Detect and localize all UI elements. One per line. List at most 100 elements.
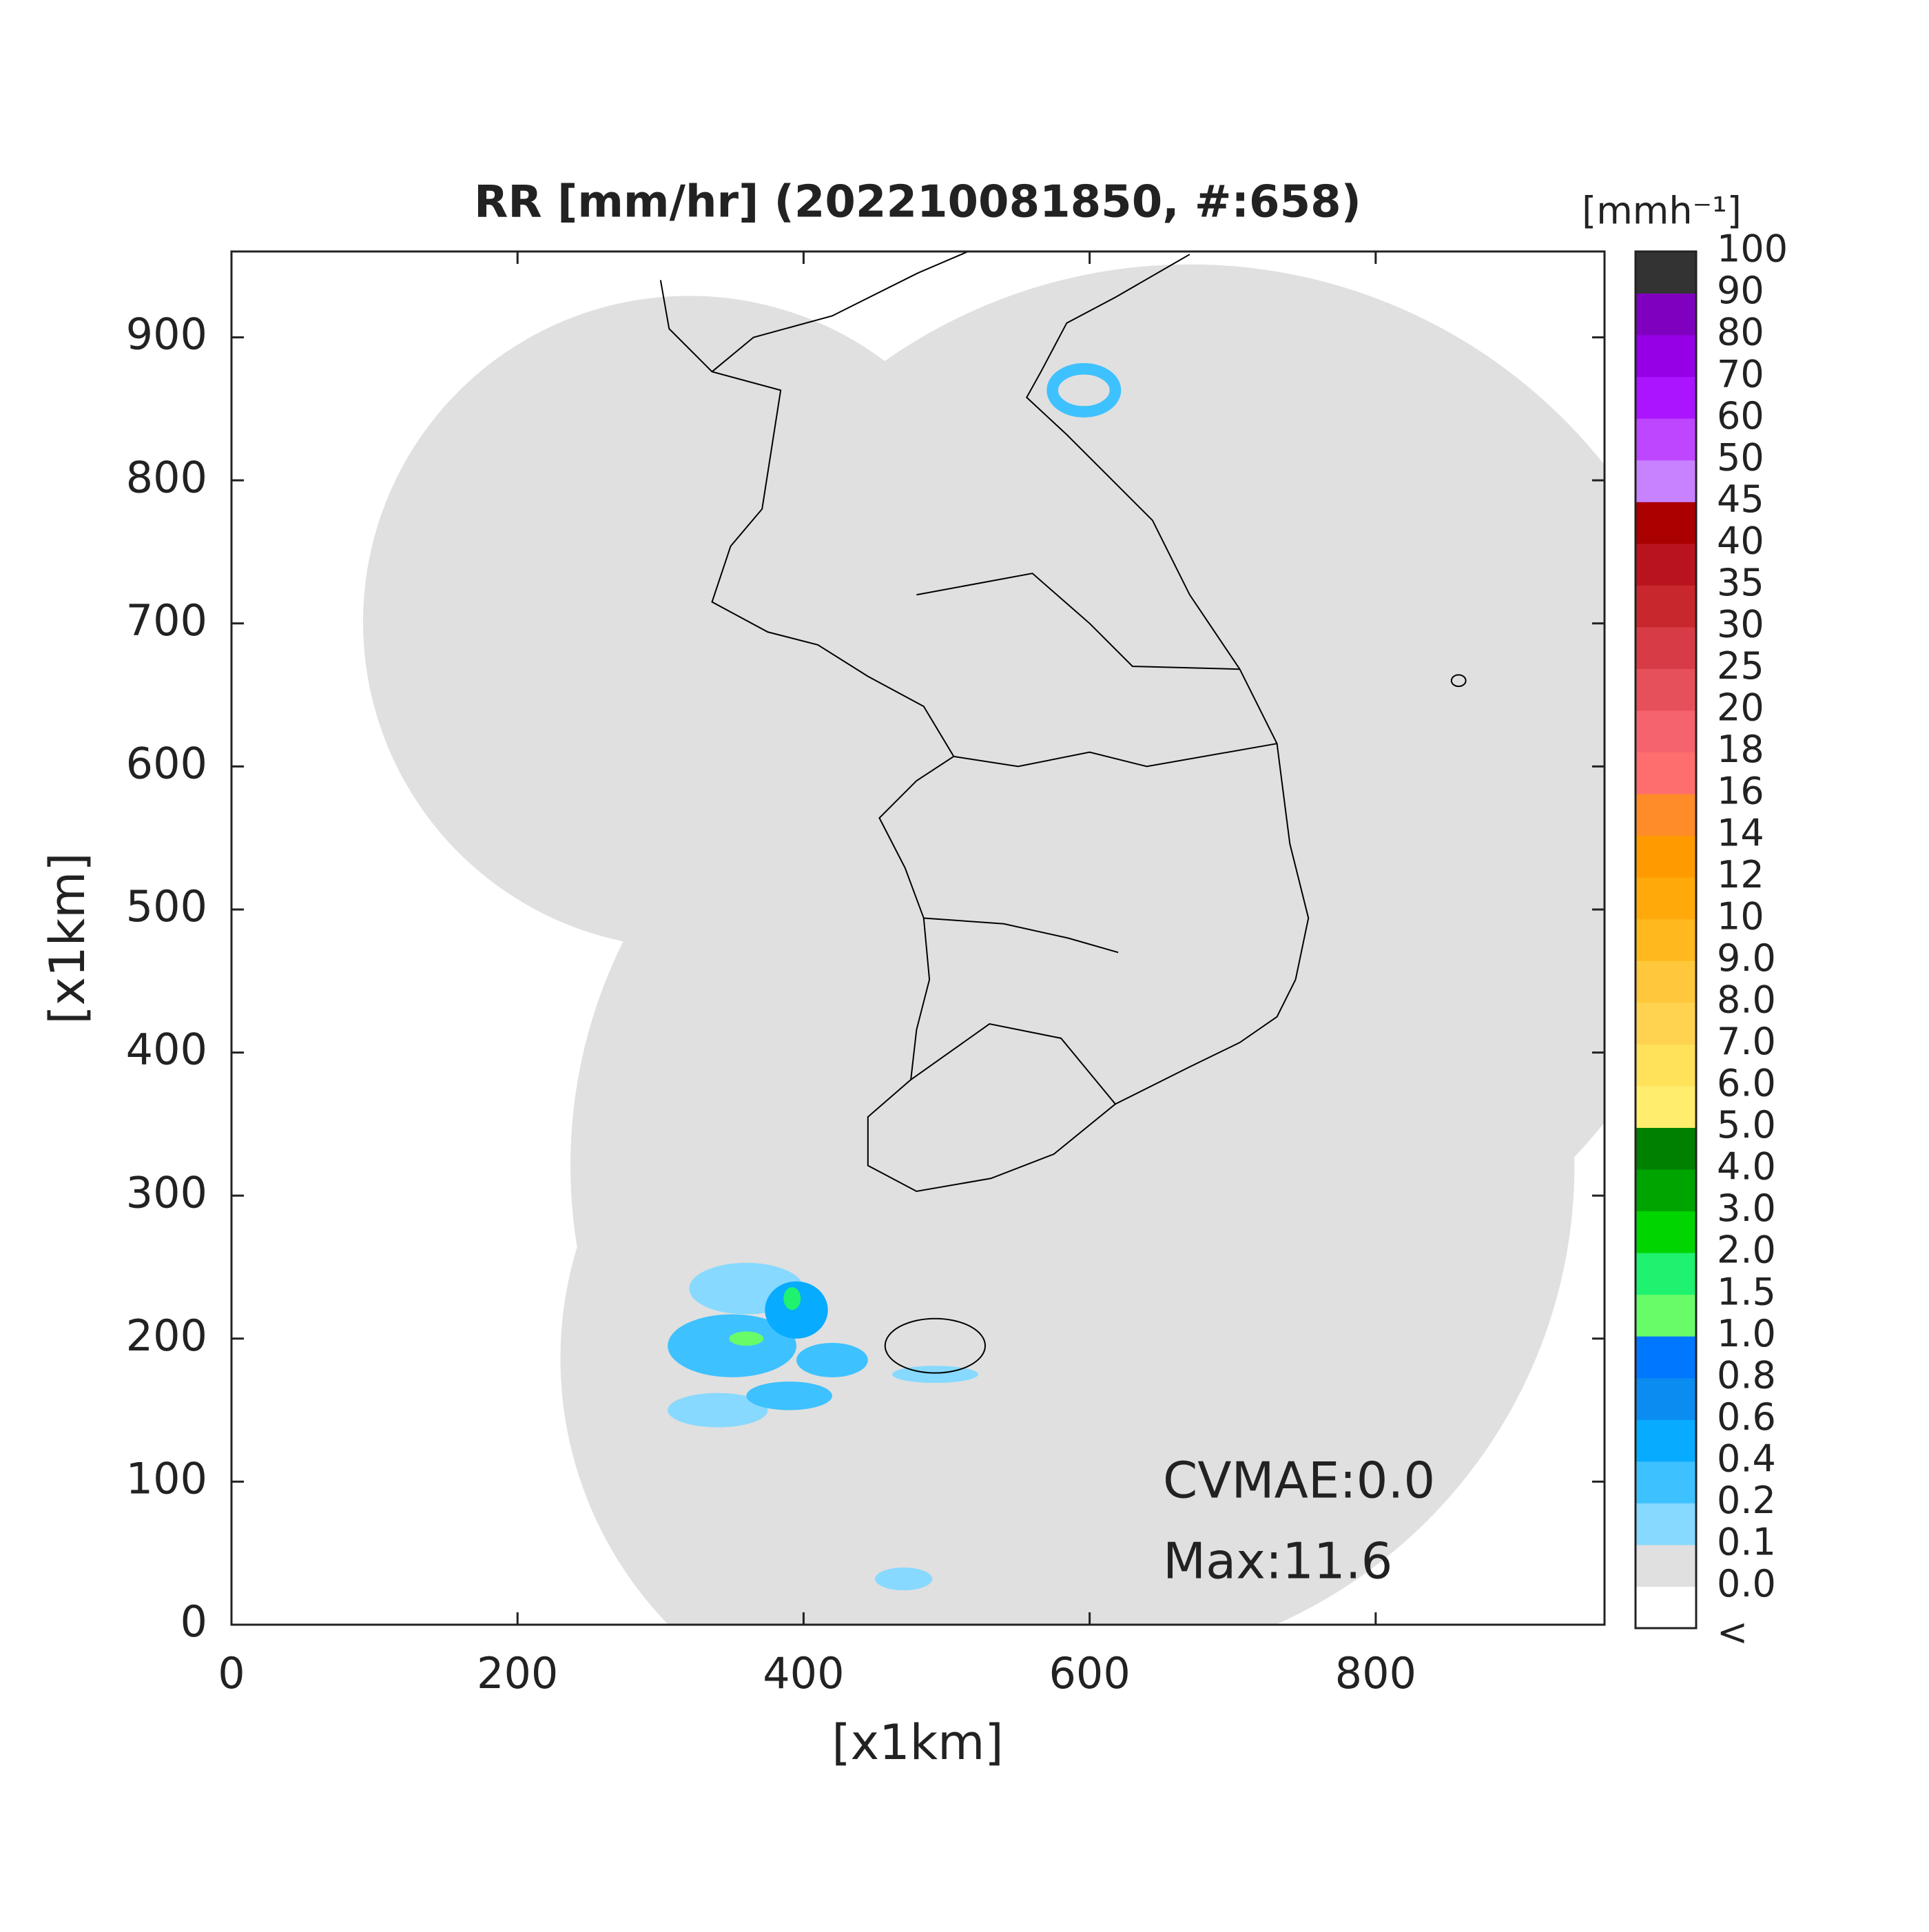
x-tick-label: 600 bbox=[1049, 1648, 1130, 1698]
y-tick-label: 300 bbox=[126, 1167, 207, 1217]
ulleung-island bbox=[1452, 675, 1466, 687]
rain-echo bbox=[668, 1393, 768, 1428]
colorbar-segment bbox=[1636, 1002, 1696, 1045]
colorbar-label: 0.6 bbox=[1717, 1395, 1776, 1439]
colorbar-segment bbox=[1636, 960, 1696, 1003]
y-tick-label: 500 bbox=[126, 881, 207, 932]
rain-echo bbox=[892, 1366, 978, 1384]
colorbar-label: 100 bbox=[1717, 227, 1788, 271]
x-tick-label: 800 bbox=[1335, 1648, 1416, 1698]
colorbar-label: 8.0 bbox=[1717, 978, 1776, 1021]
coverage-circle bbox=[560, 976, 1324, 1625]
rain-echo bbox=[729, 1331, 764, 1346]
rain-echo bbox=[875, 1567, 933, 1591]
y-tick-label: 0 bbox=[180, 1596, 207, 1647]
colorbar-title: [mmh⁻¹] bbox=[1582, 189, 1742, 233]
colorbar-segment bbox=[1636, 835, 1696, 878]
colorbar-label: 2.0 bbox=[1717, 1229, 1776, 1272]
coastline-path bbox=[661, 251, 1308, 1191]
colorbar-label: 3.0 bbox=[1717, 1186, 1776, 1230]
colorbar-segment bbox=[1636, 1169, 1696, 1212]
colorbar-segment bbox=[1636, 1544, 1696, 1587]
colorbar-segment bbox=[1636, 1253, 1696, 1295]
colorbar-label: 0.2 bbox=[1717, 1479, 1776, 1522]
x-tick-label: 0 bbox=[218, 1648, 245, 1698]
chart-title: RR [mm/hr] (202210081850, #:658) bbox=[474, 177, 1361, 228]
colorbar-label: 0.4 bbox=[1717, 1437, 1776, 1480]
coastline bbox=[661, 251, 1466, 1373]
colorbar-label: 40 bbox=[1717, 519, 1764, 562]
map-layer bbox=[362, 251, 1605, 1625]
colorbar-label: 4.0 bbox=[1717, 1145, 1776, 1189]
colorbar-label: 0.1 bbox=[1717, 1521, 1776, 1564]
rain-echo bbox=[765, 1281, 828, 1339]
colorbar-segment bbox=[1636, 1336, 1696, 1379]
colorbar-label: 1.0 bbox=[1717, 1312, 1776, 1355]
colorbar-segment bbox=[1636, 1127, 1696, 1170]
colorbar-segment bbox=[1636, 293, 1696, 336]
x-tick-label: 200 bbox=[477, 1648, 558, 1698]
colorbar-segment bbox=[1636, 543, 1696, 586]
coverage-circle bbox=[1025, 530, 1605, 1117]
colorbar-label: 16 bbox=[1717, 770, 1764, 813]
rain-echo bbox=[783, 1287, 801, 1311]
colorbar-segment bbox=[1636, 585, 1696, 628]
colorbar-segment bbox=[1636, 752, 1696, 794]
colorbar-label: 90 bbox=[1717, 269, 1764, 312]
radar-coverage bbox=[362, 264, 1605, 1625]
colorbar-segment bbox=[1636, 376, 1696, 419]
colorbar-label: 80 bbox=[1717, 311, 1764, 354]
colorbar-frame bbox=[1634, 250, 1698, 1630]
colorbar-label: 25 bbox=[1717, 644, 1764, 688]
colorbar-segment bbox=[1636, 251, 1696, 294]
colorbar-label: < bbox=[1717, 1611, 1748, 1654]
annotation: CVMAE:0.0 bbox=[1163, 1452, 1435, 1510]
rain-echo bbox=[746, 1381, 832, 1410]
province-border bbox=[911, 573, 1277, 1104]
rain-echo bbox=[668, 1314, 797, 1377]
rain-echo bbox=[796, 1343, 868, 1377]
x-axis-label: [x1km] bbox=[832, 1714, 1003, 1771]
colorbar-segment bbox=[1636, 710, 1696, 753]
colorbar-label: 10 bbox=[1717, 894, 1764, 938]
colorbar-segment bbox=[1636, 1586, 1696, 1629]
colorbar-label: 6.0 bbox=[1717, 1062, 1776, 1105]
colorbar-label: 0.0 bbox=[1717, 1562, 1776, 1605]
colorbar-segment bbox=[1636, 335, 1696, 378]
colorbar-segment bbox=[1636, 1503, 1696, 1545]
colorbar-segment bbox=[1636, 877, 1696, 920]
y-tick-label: 700 bbox=[126, 595, 207, 646]
colorbar-label: 0.8 bbox=[1717, 1353, 1776, 1397]
colorbar-label: 12 bbox=[1717, 853, 1764, 896]
colorbar-label: 18 bbox=[1717, 728, 1764, 771]
y-tick-label: 800 bbox=[126, 452, 207, 502]
colorbar-label: 9.0 bbox=[1717, 936, 1776, 980]
colorbar-label: 35 bbox=[1717, 561, 1764, 604]
colorbar-segment bbox=[1636, 1085, 1696, 1128]
colorbar-label: 7.0 bbox=[1717, 1020, 1776, 1063]
y-tick-label: 600 bbox=[126, 738, 207, 788]
colorbar-segment bbox=[1636, 626, 1696, 669]
colorbar-segment bbox=[1636, 1294, 1696, 1337]
colorbar-segment bbox=[1636, 668, 1696, 711]
colorbar-label: 50 bbox=[1717, 435, 1764, 479]
x-tick-label: 400 bbox=[763, 1648, 844, 1698]
colorbar-segment bbox=[1636, 918, 1696, 961]
colorbar-segment bbox=[1636, 1461, 1696, 1503]
colorbar-label: 30 bbox=[1717, 603, 1764, 646]
colorbar-segment bbox=[1636, 1419, 1696, 1462]
colorbar-label: 1.5 bbox=[1717, 1270, 1776, 1313]
colorbar-segment bbox=[1636, 794, 1696, 836]
jeju-island bbox=[885, 1319, 985, 1373]
colorbar-label: 20 bbox=[1717, 686, 1764, 730]
colorbar-segment bbox=[1636, 1377, 1696, 1420]
colorbar-label: 60 bbox=[1717, 394, 1764, 438]
y-axis-label: [x1km] bbox=[39, 852, 96, 1024]
map bbox=[362, 251, 1605, 1625]
colorbar-segment bbox=[1636, 460, 1696, 502]
y-tick-label: 100 bbox=[126, 1453, 207, 1503]
colorbar-segment bbox=[1636, 418, 1696, 461]
colorbar-label: 5.0 bbox=[1717, 1103, 1776, 1147]
y-tick-label: 200 bbox=[126, 1311, 207, 1361]
